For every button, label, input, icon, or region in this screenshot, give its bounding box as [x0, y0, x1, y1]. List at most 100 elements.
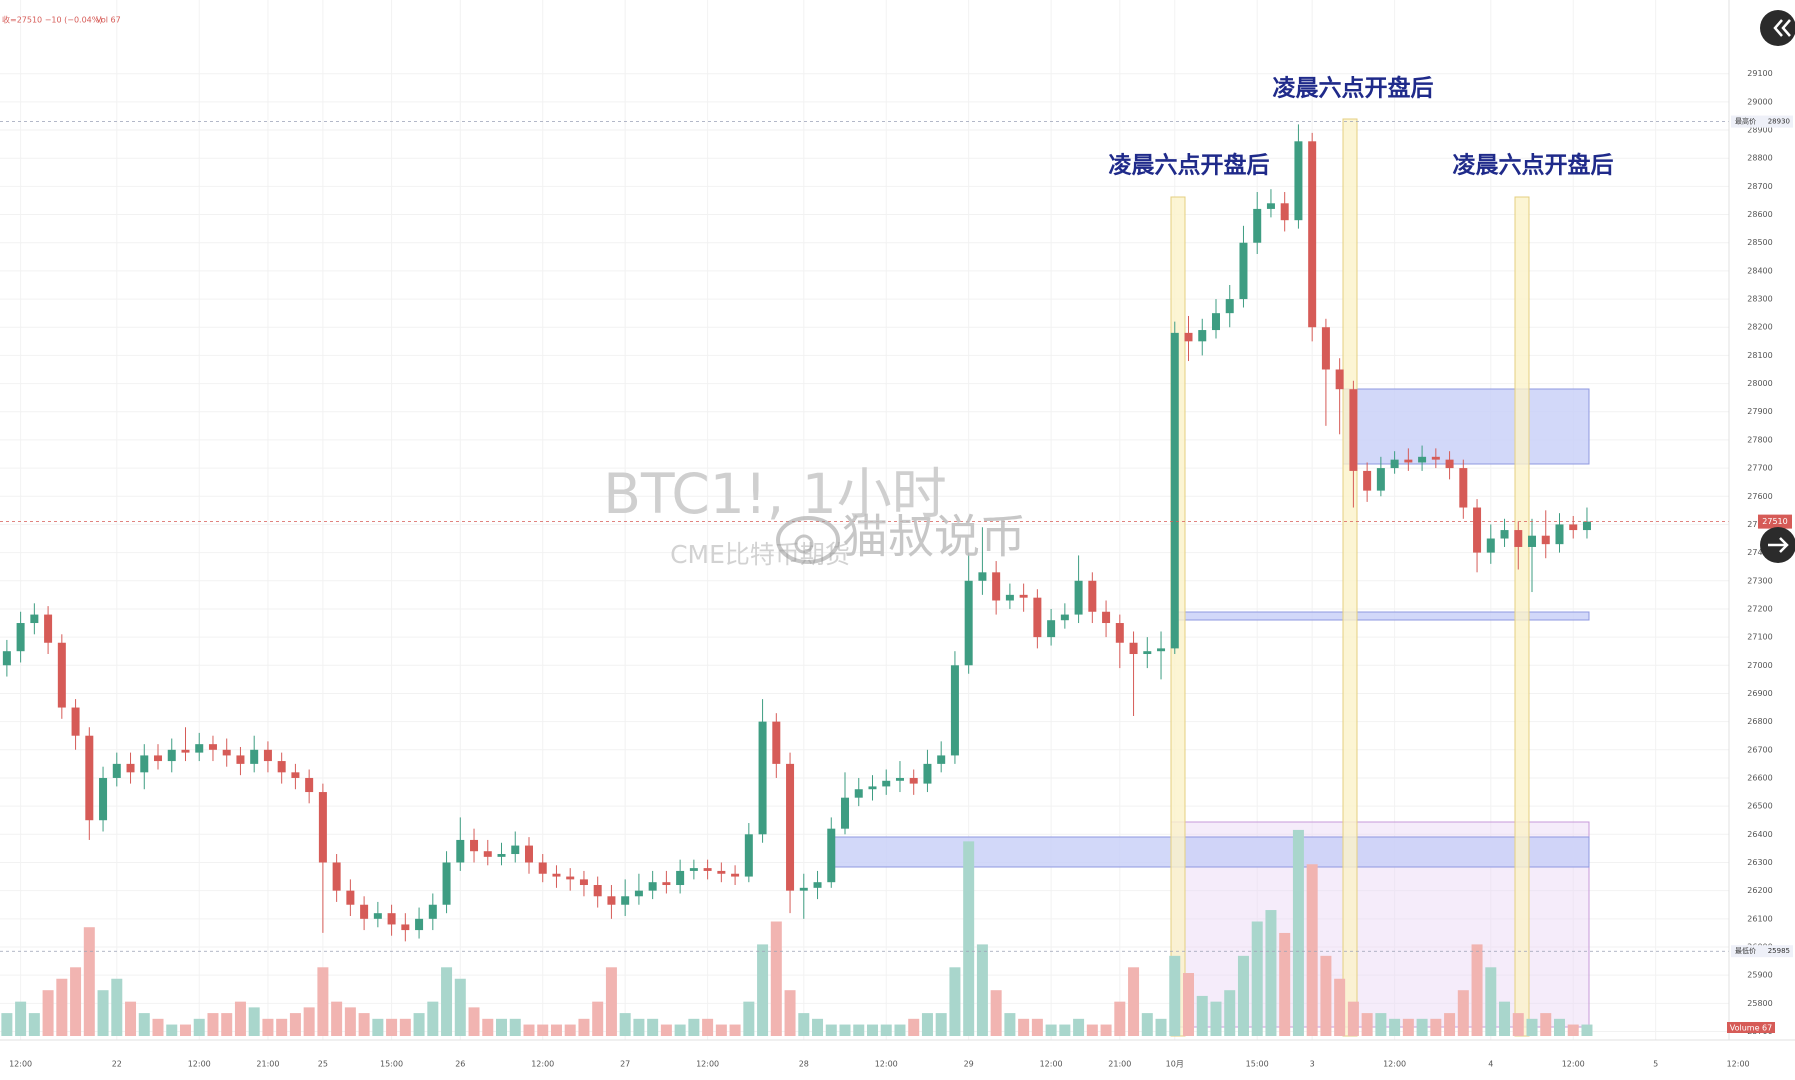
volume-bar — [1224, 990, 1236, 1036]
y-tick-label: 27700 — [1747, 464, 1772, 473]
y-tick-label: 28200 — [1747, 323, 1772, 332]
volume-bar — [166, 1024, 178, 1036]
volume-bar — [921, 1013, 933, 1036]
volume-bar — [1320, 955, 1332, 1036]
volume-bar — [28, 1013, 40, 1036]
volume-bar — [1183, 973, 1195, 1036]
volume-bar — [770, 921, 782, 1036]
candle-body — [401, 924, 410, 931]
candle-body — [703, 868, 712, 871]
candle-body — [909, 777, 918, 784]
candle-body — [2, 651, 11, 666]
volume-bar — [853, 1024, 865, 1036]
volume-bar — [1045, 1024, 1057, 1036]
candle-body — [1266, 203, 1275, 209]
volume-bar — [1059, 1024, 1071, 1036]
y-tick-label: 26100 — [1747, 914, 1772, 923]
volume-bar — [56, 978, 68, 1036]
y-tick-label: 28400 — [1747, 266, 1772, 275]
volume-bar — [83, 927, 95, 1036]
price-tag-bg — [1758, 514, 1792, 529]
volume-bar — [619, 1013, 631, 1036]
watermark-subtitle: CME比特币期货 — [670, 540, 850, 569]
volume-bar — [729, 1024, 741, 1036]
candle-body — [1280, 203, 1289, 221]
button-circle[interactable] — [1760, 10, 1795, 46]
candle-body — [291, 772, 300, 778]
session-band — [1342, 118, 1358, 1037]
volume-bar — [564, 1024, 576, 1036]
x-tick-label: 10月 — [1166, 1060, 1184, 1069]
volume-bar — [1389, 1018, 1401, 1036]
scroll-right-button[interactable] — [1760, 527, 1795, 563]
session-band — [1514, 196, 1530, 1037]
x-tick-label: 5 — [1653, 1060, 1658, 1069]
button-icon — [1768, 537, 1789, 553]
volume-bar — [454, 978, 466, 1036]
volume-bar — [468, 1007, 480, 1036]
candle-body — [373, 913, 382, 919]
candle-body — [538, 862, 547, 874]
volume-bar — [880, 1024, 892, 1036]
candle-body — [1363, 470, 1372, 491]
volume-bar — [1471, 944, 1483, 1036]
volume-bar — [523, 1024, 535, 1036]
volume-bar — [908, 1018, 920, 1036]
candle-body — [950, 665, 959, 756]
volume-bar — [1402, 1018, 1414, 1036]
x-tick-label: 29 — [964, 1060, 974, 1069]
candle-body — [923, 763, 932, 784]
volume-bar — [413, 1013, 425, 1036]
x-tick-label: 27 — [620, 1060, 630, 1069]
volume-bar — [935, 1013, 947, 1036]
candle-body — [428, 904, 437, 919]
volume-bar — [358, 1013, 370, 1036]
candle-body — [1473, 507, 1482, 553]
x-tick-label: 3 — [1310, 1060, 1315, 1069]
candle-body — [1198, 330, 1207, 342]
volume-bar — [1279, 932, 1291, 1036]
candle-body — [1033, 597, 1042, 638]
volume-bar — [70, 967, 82, 1036]
axes: 2570025800259002600026100262002630026400… — [9, 69, 1793, 1069]
volume-bar — [1553, 1018, 1565, 1036]
volume-bar — [331, 1001, 343, 1036]
candle-body — [318, 792, 327, 863]
volume-bar — [866, 1024, 878, 1036]
candle-body — [566, 876, 575, 880]
volume-bar — [1073, 1018, 1085, 1036]
annotation: 凌晨六点开盘后 — [1453, 152, 1614, 179]
candle-body — [813, 882, 822, 888]
candle-body — [676, 870, 685, 886]
volume-bar — [276, 1018, 288, 1036]
volume-bar — [97, 990, 109, 1036]
zone-blue — [827, 836, 1590, 868]
candle-body — [195, 744, 204, 753]
candle-body — [552, 873, 561, 877]
y-tick-label: 27600 — [1747, 492, 1772, 501]
volume-bar — [509, 1018, 521, 1036]
candle-body — [346, 890, 355, 905]
volume-bar — [1210, 1001, 1222, 1036]
volume-bar — [743, 1001, 755, 1036]
candle-body — [854, 789, 863, 798]
volume-bar — [1499, 1001, 1511, 1036]
volume-bar — [1334, 978, 1346, 1036]
candle-body — [621, 896, 630, 905]
candle-body — [71, 707, 80, 736]
volume-bar — [496, 1018, 508, 1036]
volume-bar — [1196, 995, 1208, 1036]
candle-body — [154, 755, 163, 762]
collapse-button[interactable] — [1760, 10, 1795, 46]
y-tick-label: 27100 — [1747, 633, 1772, 642]
volume-bar — [1526, 1018, 1538, 1036]
candle-body — [1102, 611, 1111, 624]
volume-tag: Volume 67 — [1730, 1024, 1772, 1033]
volume-bar — [1100, 1024, 1112, 1036]
x-tick-label: 4 — [1488, 1060, 1493, 1069]
candle-body — [1294, 141, 1303, 221]
candle-body — [772, 721, 781, 764]
x-tick-label: 21:00 — [1108, 1060, 1131, 1069]
candle-body — [1445, 459, 1454, 469]
